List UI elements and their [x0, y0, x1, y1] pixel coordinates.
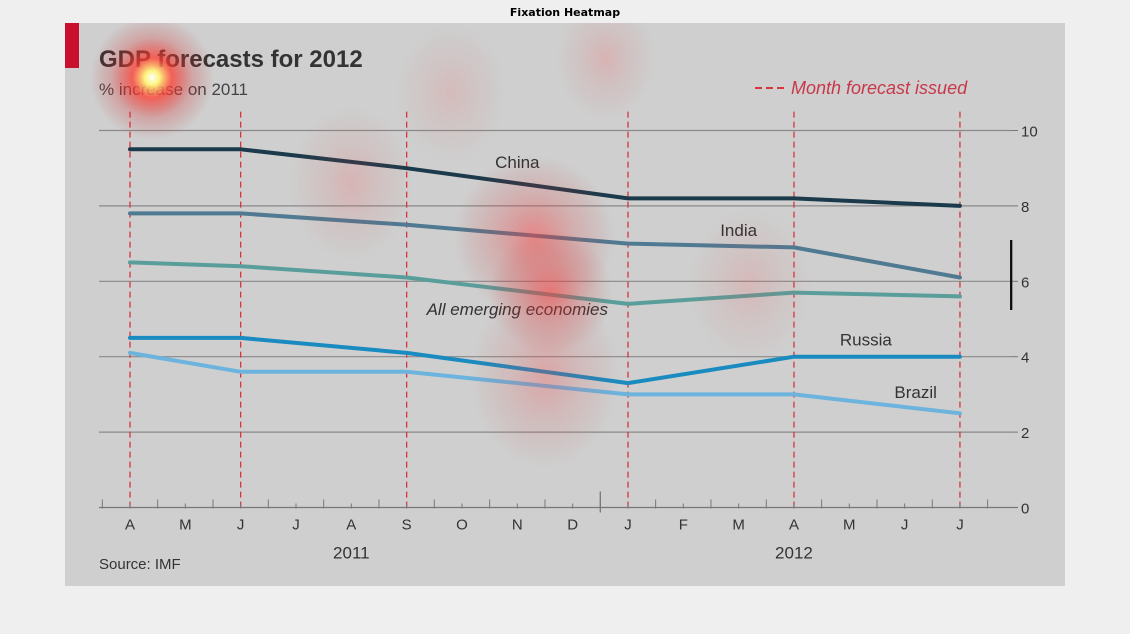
x-tick-label: J — [956, 517, 964, 534]
fixation-blob — [289, 105, 414, 261]
y-axis: 0 2 4 6 8 10 — [1010, 124, 1038, 518]
x-tick-label: J — [624, 517, 632, 534]
x-axis: A M J J A S O N D J F M A M J J 2011 2012 — [99, 491, 1018, 563]
legend-label: Month forecast issued — [791, 78, 968, 98]
fixation-blob — [395, 23, 507, 163]
y-tick-label: 0 — [1021, 501, 1029, 518]
x-tick-label: J — [901, 517, 909, 534]
x-tick-label: O — [456, 517, 468, 534]
x-tick-label: M — [843, 517, 856, 534]
source-note: Source: IMF — [99, 556, 181, 573]
series-label: Russia — [840, 330, 893, 349]
y-tick-label: 8 — [1021, 199, 1029, 216]
chart-panel: GDP forecasts for 2012 % increase on 201… — [65, 23, 1065, 586]
year-label: 2012 — [775, 544, 813, 563]
fixation-blob — [90, 23, 215, 140]
x-tick-label: M — [179, 517, 192, 534]
cursor-caret — [1010, 240, 1012, 310]
x-tick-label: J — [292, 517, 300, 534]
x-tick-label: A — [125, 517, 135, 534]
x-tick-label: J — [237, 517, 245, 534]
fixation-blob — [556, 23, 656, 121]
gdp-forecast-chart: GDP forecasts for 2012 % increase on 201… — [65, 23, 1065, 586]
y-tick-label: 6 — [1021, 274, 1029, 291]
y-tick-label: 2 — [1021, 425, 1029, 442]
figure-title: Fixation Heatmap — [509, 6, 621, 19]
x-tick-label: M — [732, 517, 745, 534]
year-label: 2011 — [333, 544, 370, 563]
x-tick-label: S — [402, 517, 412, 534]
x-tick-label: D — [567, 517, 578, 534]
x-tick-label: A — [789, 517, 799, 534]
x-tick-label: A — [346, 517, 356, 534]
y-tick-label: 4 — [1021, 350, 1029, 367]
y-tick-label: 10 — [1021, 124, 1038, 141]
fixation-blob — [687, 207, 812, 363]
fixation-blob — [470, 282, 620, 469]
x-tick-label: F — [679, 517, 688, 534]
x-tick-label: N — [512, 517, 523, 534]
brand-tab — [65, 23, 79, 68]
fixation-heatmap — [90, 23, 812, 469]
series-label: Brazil — [894, 383, 937, 402]
